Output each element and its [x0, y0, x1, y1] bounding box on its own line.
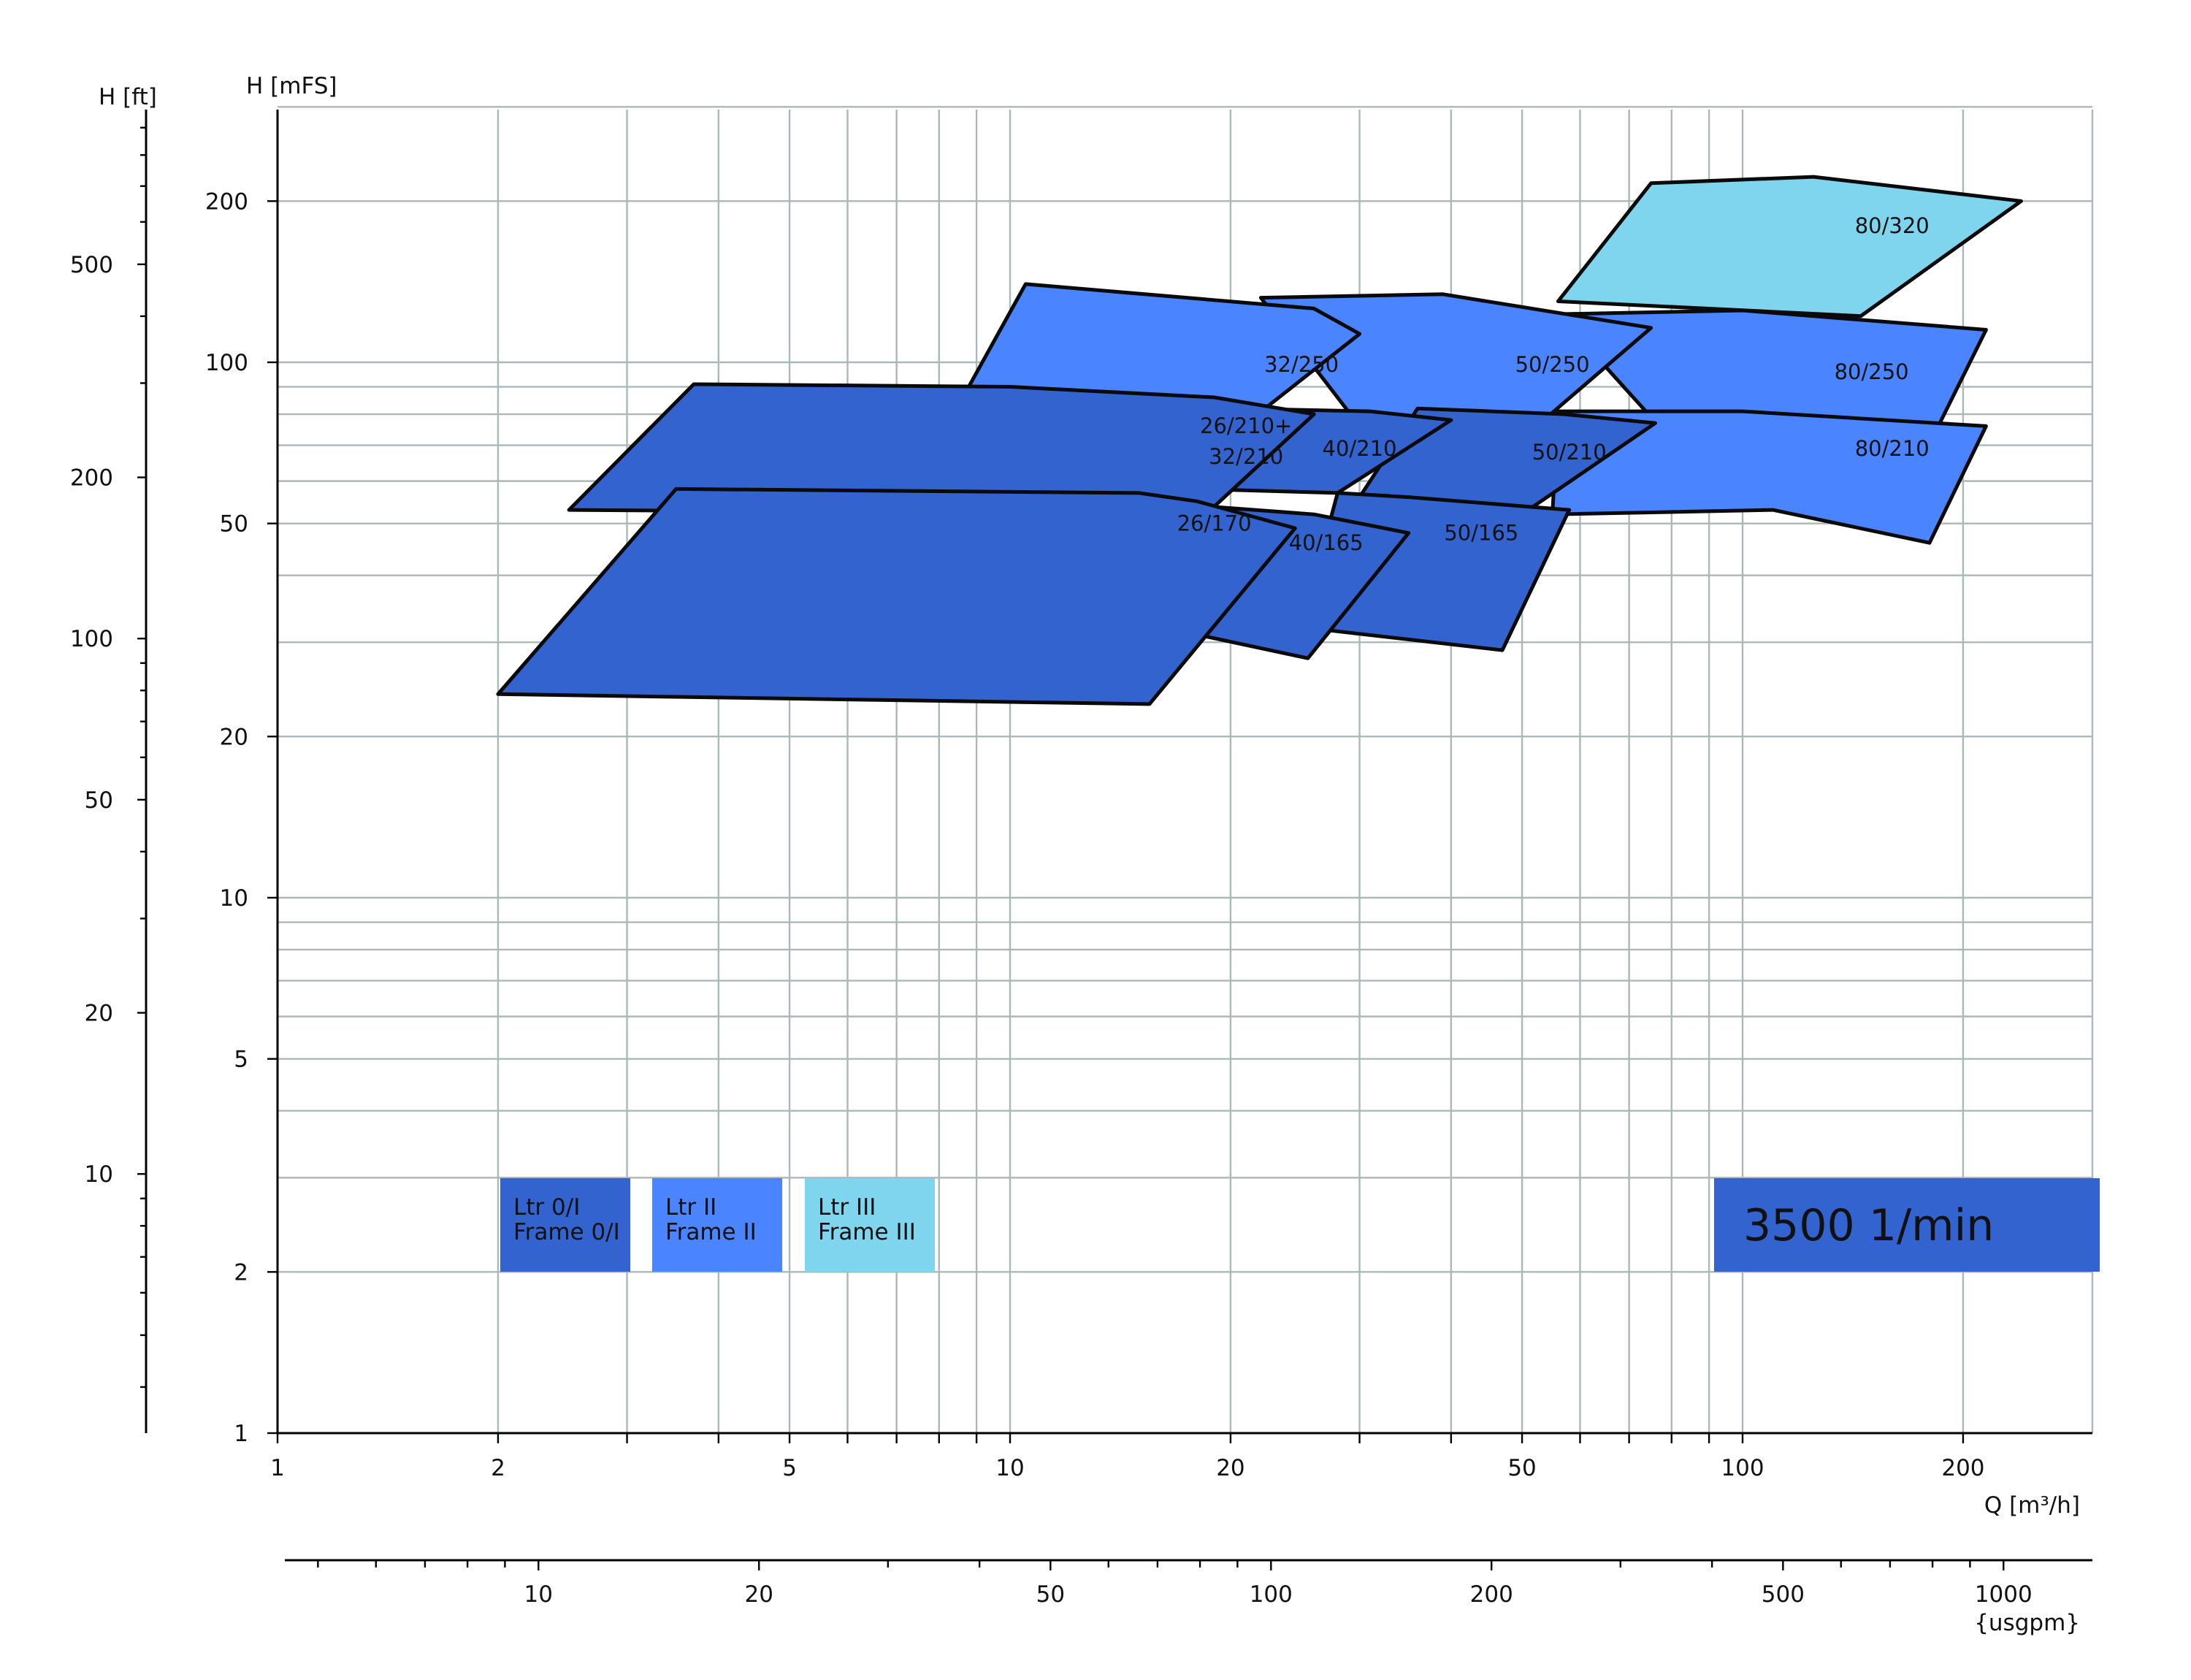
legend-swatch	[500, 1178, 630, 1272]
x2-tick-label: 500	[1762, 1581, 1805, 1608]
region-26-210-32-210	[567, 382, 1316, 516]
y2-tick-label: 500	[70, 252, 113, 278]
legend-line1: Ltr III	[818, 1194, 876, 1221]
region-label-40-165: 40/165	[1289, 530, 1364, 555]
y2-tick-label: 20	[85, 1001, 113, 1027]
legend-line1: Ltr II	[665, 1194, 716, 1221]
x-tick-label: 10	[995, 1455, 1024, 1481]
y2-tick-label: 100	[70, 626, 113, 652]
region-80-320	[1556, 175, 2023, 318]
region-label-50-210: 50/210	[1532, 440, 1607, 465]
x-tick-label: 50	[1507, 1455, 1536, 1481]
x-tick-label: 200	[1941, 1455, 1984, 1481]
region-50-250	[1258, 292, 1653, 441]
performance-regions: 80/320 80/250 50/250 32/250 80/210 50/210 40/2…	[496, 175, 2023, 706]
region-label-40-210: 40/210	[1323, 436, 1397, 461]
speed-badge-bg	[1714, 1178, 2100, 1272]
x2-tick-label: 200	[1470, 1581, 1513, 1608]
region-26-170	[496, 486, 1297, 706]
y2-tick-label: 10	[85, 1161, 113, 1188]
x-tick-label: 100	[1721, 1455, 1764, 1481]
y-tick-label: 2	[234, 1259, 248, 1286]
axes: 1 2 5 10 20 50 100 200 1 2 5 10 20 50 100 200 10 20 50 100 2…	[70, 110, 2092, 1608]
legend-swatch	[805, 1178, 935, 1272]
region-label-32-250: 32/250	[1264, 352, 1339, 377]
x-tick-label: 5	[782, 1455, 797, 1481]
speed-badge: 3500 1/min	[1714, 1178, 2100, 1272]
y-tick-label: 1	[234, 1421, 248, 1447]
speed-label: 3500 1/min	[1743, 1200, 1994, 1251]
x-tick-label: 20	[1216, 1455, 1244, 1481]
region-label-80-210: 80/210	[1855, 436, 1930, 461]
x-tick-label: 1	[270, 1455, 285, 1481]
region-label-80-250: 80/250	[1835, 359, 1909, 384]
x2-tick-label: 20	[744, 1581, 773, 1608]
x2-tick-label: 50	[1036, 1581, 1065, 1608]
y2-tick-label: 200	[70, 465, 113, 492]
y-axis-title: H [mFS]	[246, 73, 337, 99]
region-label-80-320: 80/320	[1855, 213, 1930, 238]
x2-axis-title: {usgpm}	[1974, 1610, 2080, 1636]
x2-tick-label: 10	[524, 1581, 553, 1608]
region-label-50-250: 50/250	[1515, 352, 1590, 377]
x2-tick-label: 1000	[1975, 1581, 2033, 1608]
legend-line2: Frame II	[665, 1219, 757, 1245]
y-tick-label: 10	[220, 885, 248, 912]
legend-swatch	[652, 1178, 782, 1272]
region-label-26-170: 26/170	[1177, 511, 1252, 536]
region-50-210	[1358, 406, 1657, 512]
y-tick-label: 100	[205, 350, 248, 376]
region-label-26-210-32-210: 26/210+ 32/210	[1200, 413, 1292, 469]
legend-line2: Frame III	[818, 1219, 916, 1245]
y-tick-label: 50	[220, 511, 248, 538]
x-tick-label: 2	[491, 1455, 505, 1481]
y-tick-label: 200	[205, 188, 248, 215]
region-label-50-165: 50/165	[1444, 521, 1518, 546]
legend-line1: Ltr 0/I	[513, 1194, 580, 1221]
x2-tick-label: 100	[1250, 1581, 1293, 1608]
y2-tick-label: 50	[85, 787, 113, 814]
legend-line2: Frame 0/I	[513, 1219, 620, 1245]
y-tick-label: 20	[220, 724, 248, 750]
x-axis-title: Q [m³/h]	[1984, 1492, 2080, 1519]
y2-axis-title: H [ft]	[99, 84, 157, 110]
y-tick-label: 5	[234, 1047, 248, 1073]
